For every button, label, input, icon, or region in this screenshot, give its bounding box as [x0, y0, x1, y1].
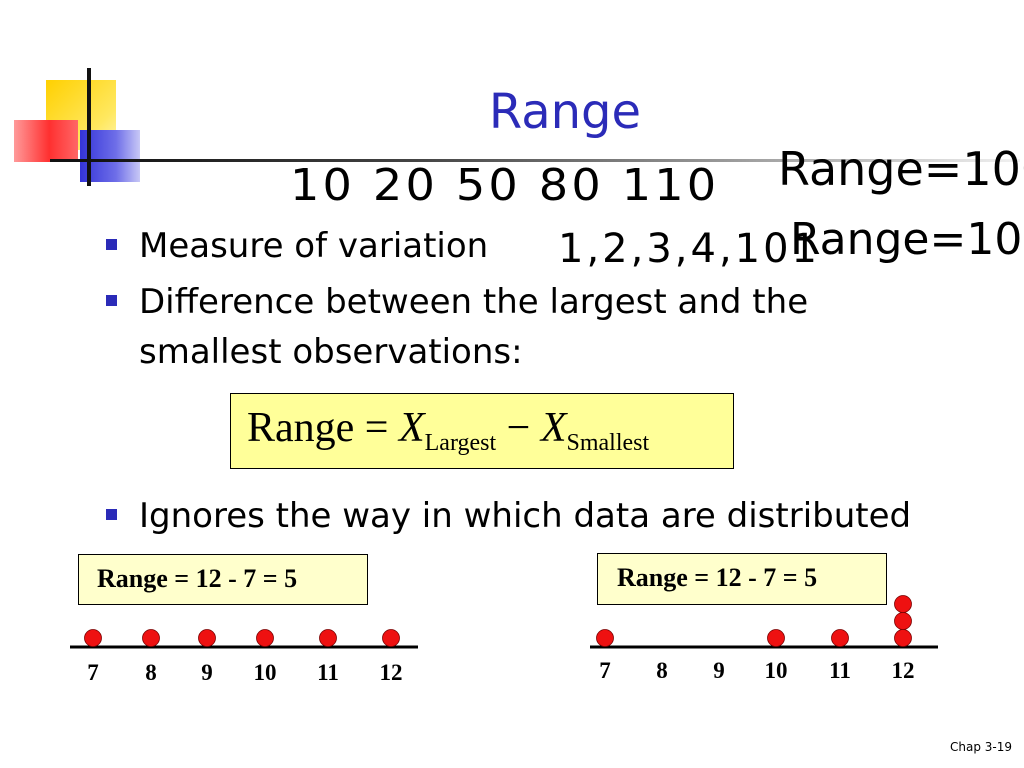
slide-title: Range	[488, 84, 642, 140]
formula-minus: −	[506, 405, 531, 451]
bullet-text: Ignores the way in which data are distri…	[139, 496, 912, 536]
example-2-label-box: Range = 12 - 7 = 5	[597, 553, 887, 605]
tick-label: 8	[145, 660, 157, 685]
slide-logo-graphic	[0, 0, 160, 200]
handwritten-sequence-1: 10 20 50 80 110	[290, 160, 720, 211]
logo-vertical-line	[87, 68, 91, 186]
logo-red-square	[14, 120, 78, 162]
slide-footer: Chap 3-19	[949, 740, 1012, 754]
range-formula: Range = XLargest − XSmallest	[247, 404, 649, 457]
handwritten-sequence-2: 1,2,3,4,101	[558, 226, 821, 272]
tick-label: 9	[201, 660, 213, 685]
data-point	[198, 629, 216, 647]
handwritten-range-1: Range=100	[778, 142, 1024, 196]
title-underline	[90, 159, 1020, 162]
formula-subscript-largest: Largest	[424, 430, 497, 456]
bullet-text: Difference between the largest and the	[139, 282, 809, 322]
data-point	[319, 629, 337, 647]
formula-lhs: Range	[247, 405, 355, 451]
tick-label: 10	[254, 660, 277, 685]
tick-label: 7	[87, 660, 99, 685]
data-point	[84, 629, 102, 647]
tick-label: 12	[380, 660, 403, 685]
example-2-label: Range = 12 - 7 = 5	[617, 563, 818, 592]
formula-subscript-smallest: Smallest	[566, 430, 650, 456]
tick-label: 11	[317, 660, 339, 685]
data-point	[382, 629, 400, 647]
bullet-text: smallest observations:	[139, 332, 523, 372]
data-point	[256, 629, 274, 647]
formula-equals: =	[364, 405, 389, 451]
formula-x-smallest: X	[540, 405, 567, 451]
formula-x-largest: X	[398, 405, 425, 451]
bullet-square-icon	[106, 509, 117, 520]
bullet-square-icon	[106, 295, 117, 306]
handwritten-range-2: Range=100	[790, 214, 1024, 265]
range-formula-box: Range = XLargest − XSmallest	[230, 393, 734, 469]
bullet-square-icon	[106, 239, 117, 250]
data-point	[142, 629, 160, 647]
example-1-label: Range = 12 - 7 = 5	[97, 564, 298, 593]
example-1-label-box: Range = 12 - 7 = 5	[78, 554, 368, 605]
bullet-text: Measure of variation	[139, 226, 489, 266]
